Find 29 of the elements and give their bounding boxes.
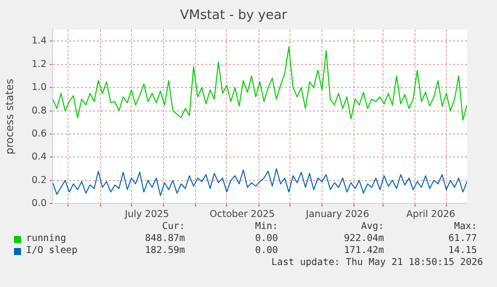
legend-label: running bbox=[26, 233, 66, 244]
text: Avg: bbox=[361, 221, 384, 232]
text: 171.42m bbox=[344, 245, 384, 256]
y-tick-label: 1.0 bbox=[32, 82, 47, 94]
text: 61.77 bbox=[448, 233, 477, 244]
y-axis-title: process states bbox=[4, 78, 16, 154]
y-tick-label: 1.4 bbox=[32, 36, 47, 47]
chart-title: VMstat - by year bbox=[180, 8, 288, 24]
y-tick-label: 1.2 bbox=[32, 58, 47, 70]
text: Max: bbox=[454, 221, 477, 232]
x-tick-label: October 2025 bbox=[210, 208, 275, 220]
text: 0.00 bbox=[255, 245, 278, 256]
text: 14.15 bbox=[448, 245, 477, 256]
text: 848.87m bbox=[144, 233, 185, 244]
y-tick-label: 0.4 bbox=[32, 152, 47, 163]
text: Cur: bbox=[162, 221, 185, 232]
text: 922.04m bbox=[344, 233, 384, 244]
y-tick-label: 0.8 bbox=[32, 105, 47, 116]
y-tick-label: 0.2 bbox=[32, 174, 47, 186]
text: 182.59m bbox=[144, 245, 185, 256]
x-tick-label: April 2026 bbox=[406, 208, 456, 220]
y-tick-label: 0.0 bbox=[32, 198, 47, 210]
text: Min: bbox=[255, 221, 278, 232]
legend-label: I/O sleep bbox=[26, 245, 78, 256]
text: Last update: Thu May 21 18:50:15 2026 bbox=[271, 257, 483, 268]
y-tick-label: 0.6 bbox=[32, 128, 47, 140]
x-tick-label: July 2025 bbox=[124, 208, 170, 220]
text: 0.00 bbox=[255, 233, 278, 244]
x-tick-label: January 2026 bbox=[304, 208, 370, 220]
